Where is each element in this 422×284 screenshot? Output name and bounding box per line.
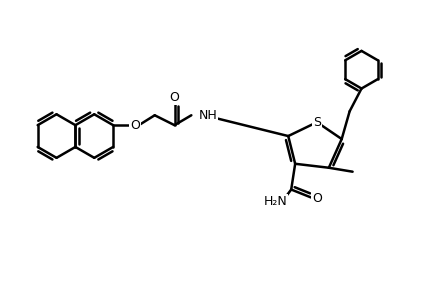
Text: O: O	[312, 192, 322, 205]
Text: H₂N: H₂N	[263, 195, 287, 208]
Text: O: O	[170, 91, 179, 104]
Text: S: S	[313, 116, 321, 129]
Text: NH: NH	[198, 109, 217, 122]
Text: O: O	[130, 119, 140, 132]
